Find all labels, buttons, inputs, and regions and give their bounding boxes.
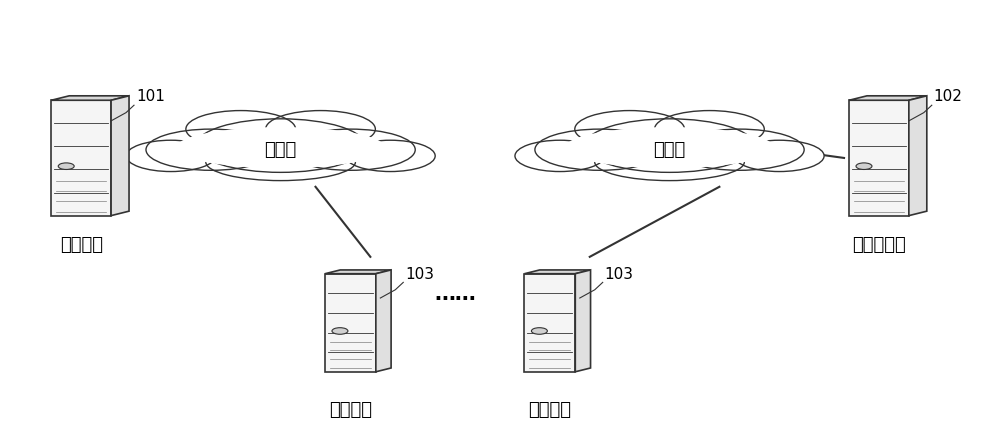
Circle shape (531, 328, 547, 334)
Ellipse shape (585, 119, 754, 172)
Ellipse shape (734, 140, 824, 172)
Text: 目的端节点: 目的端节点 (852, 236, 906, 254)
Ellipse shape (565, 127, 774, 168)
Polygon shape (849, 96, 927, 100)
Text: 中间节点: 中间节点 (329, 401, 372, 419)
Polygon shape (575, 270, 591, 372)
Polygon shape (376, 270, 391, 372)
Ellipse shape (655, 110, 764, 148)
Ellipse shape (675, 129, 804, 170)
Ellipse shape (186, 110, 296, 148)
Ellipse shape (176, 127, 385, 168)
Text: 103: 103 (605, 266, 634, 282)
Polygon shape (325, 274, 376, 372)
Text: 103: 103 (405, 266, 434, 282)
Polygon shape (524, 274, 575, 372)
Ellipse shape (286, 129, 415, 170)
Polygon shape (325, 270, 391, 274)
Text: 101: 101 (136, 89, 165, 104)
Text: ……: …… (434, 284, 476, 304)
Ellipse shape (146, 129, 276, 170)
Ellipse shape (595, 143, 744, 181)
Text: 源端节点: 源端节点 (60, 236, 103, 254)
Ellipse shape (515, 140, 605, 172)
Circle shape (856, 163, 872, 170)
Text: 102: 102 (934, 89, 963, 104)
Polygon shape (51, 96, 129, 100)
Ellipse shape (535, 129, 665, 170)
Polygon shape (909, 96, 927, 216)
Ellipse shape (126, 140, 216, 172)
Polygon shape (849, 100, 909, 216)
Circle shape (58, 163, 74, 170)
Polygon shape (51, 100, 111, 216)
Text: 互联网: 互联网 (653, 141, 686, 159)
Ellipse shape (206, 143, 355, 181)
Ellipse shape (345, 140, 435, 172)
Ellipse shape (196, 119, 365, 172)
Text: 互联网: 互联网 (264, 141, 297, 159)
Polygon shape (524, 270, 591, 274)
Polygon shape (111, 96, 129, 216)
Circle shape (332, 328, 348, 334)
Ellipse shape (266, 110, 375, 148)
Ellipse shape (575, 110, 684, 148)
Text: 中间节点: 中间节点 (528, 401, 571, 419)
